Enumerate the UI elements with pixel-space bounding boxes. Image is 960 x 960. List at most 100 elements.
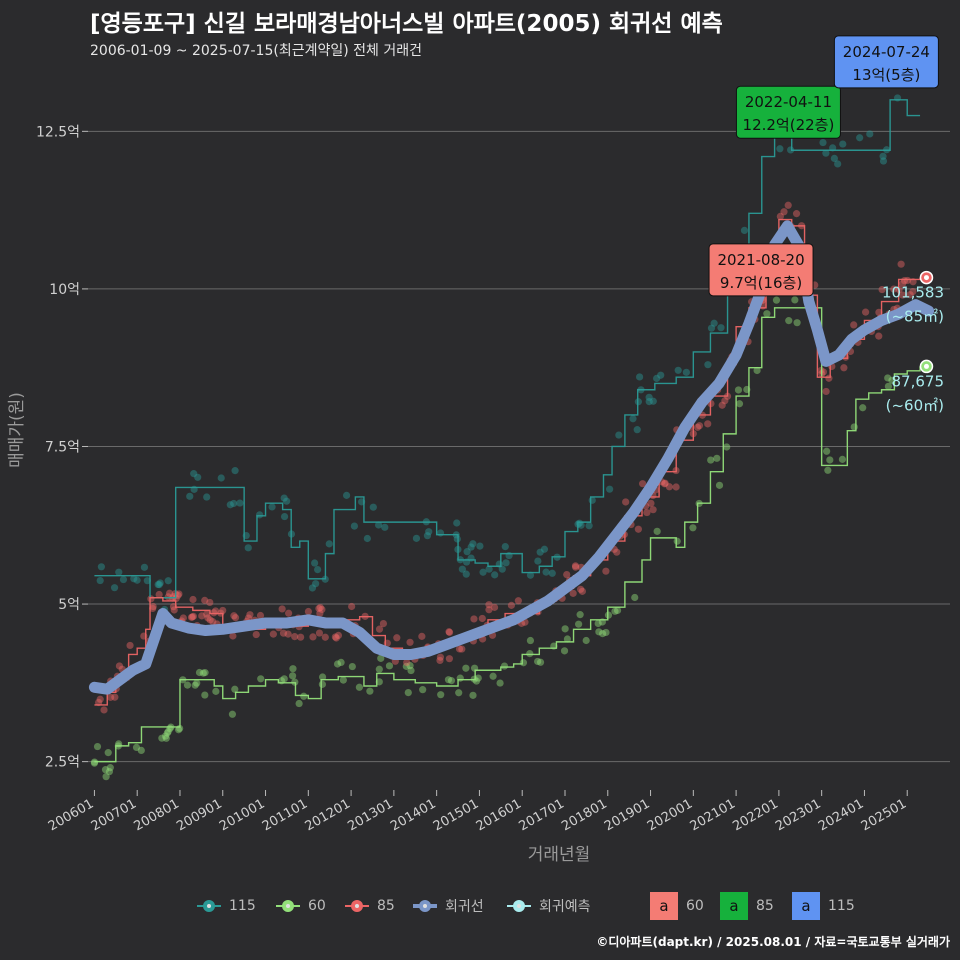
scatter-point <box>104 749 112 757</box>
scatter-point <box>404 689 412 697</box>
scatter-point <box>496 679 504 687</box>
scatter-point <box>332 634 340 642</box>
scatter-point <box>339 676 347 684</box>
scatter-point <box>839 140 847 148</box>
scatter-point <box>453 519 461 527</box>
scatter-point <box>130 575 138 583</box>
scatter-point <box>707 456 715 464</box>
scatter-point <box>115 662 124 670</box>
scatter-point <box>212 687 220 695</box>
scatter-point <box>374 521 383 529</box>
scatter-point <box>278 605 286 613</box>
scatter-point <box>604 611 613 619</box>
scatter-point <box>231 614 240 622</box>
scatter-point <box>489 672 497 680</box>
scatter-point <box>132 743 141 751</box>
scatter-point <box>280 675 288 683</box>
scatter-point <box>884 374 892 382</box>
scatter-point <box>665 483 673 491</box>
scatter-point <box>201 596 209 604</box>
scatter-point <box>174 726 183 734</box>
scatter-point <box>284 630 292 638</box>
legend-key-85 <box>343 892 371 920</box>
scatter-point <box>304 607 313 616</box>
annotation-box <box>735 85 841 139</box>
scatter-point <box>660 480 669 488</box>
x-tick-label: 202001 <box>645 796 695 834</box>
legend-key-regression <box>411 892 439 920</box>
scatter-point <box>423 532 432 540</box>
scatter-point <box>563 635 572 643</box>
scatter-point <box>707 324 716 332</box>
y-axis-title: 매매가(원) <box>7 392 27 468</box>
scatter-point <box>834 160 842 168</box>
scatter-point <box>187 613 196 621</box>
scatter-point <box>318 605 326 614</box>
scatter-point <box>402 662 410 670</box>
scatter-point <box>526 571 535 579</box>
scatter-point <box>444 676 453 684</box>
scatter-point <box>606 485 614 493</box>
legend-label-60: 60 <box>308 898 326 914</box>
scatter-point <box>158 734 166 742</box>
scatter-point <box>211 607 220 615</box>
scatter-point <box>639 480 647 488</box>
scatter-point <box>236 499 244 507</box>
scatter-point <box>366 687 374 695</box>
scatter-point <box>256 611 265 620</box>
scatter-point <box>826 456 834 464</box>
scatter-point <box>403 658 411 667</box>
scatter-point <box>569 589 577 597</box>
scatter-point <box>735 400 744 408</box>
scatter-point <box>195 668 204 677</box>
annotation-box <box>708 243 814 297</box>
scatter-point <box>633 426 641 434</box>
scatter-point <box>106 693 115 701</box>
scatter-point <box>903 276 912 285</box>
legend-key-forecast <box>505 892 533 920</box>
scatter-point <box>850 321 858 329</box>
scatter-point <box>458 565 466 573</box>
annotation-60: 2021-08-20 9.7억(16층) <box>708 243 814 297</box>
scatter-point <box>548 569 556 577</box>
scatter-point <box>209 618 217 626</box>
scatter-point <box>231 685 239 693</box>
scatter-point <box>455 689 463 697</box>
scatter-point <box>715 481 724 489</box>
scatter-115 <box>96 94 902 618</box>
scatter-point <box>385 662 394 670</box>
scatter-point <box>137 746 145 754</box>
scatter-point <box>318 673 327 681</box>
legend-item-115: 115 <box>195 892 256 920</box>
scatter-point <box>526 636 535 645</box>
scatter-point <box>563 570 571 579</box>
scatter-point <box>866 130 874 138</box>
scatter-point <box>447 677 456 685</box>
scatter-point <box>776 212 784 220</box>
scatter-point <box>102 773 110 781</box>
scatter-point <box>571 563 580 571</box>
scatter-point <box>226 501 234 509</box>
scatter-point <box>645 393 653 401</box>
scatter-point <box>785 317 793 325</box>
scatter-point <box>312 580 320 588</box>
scatter-point <box>602 567 610 575</box>
end-label-unit: (~60㎡) <box>886 396 944 414</box>
scatter-point <box>526 650 534 658</box>
scatter-point <box>115 568 123 576</box>
legend-item-85: 85 <box>343 892 395 920</box>
x-tick-label: 201601 <box>474 796 524 834</box>
scatter-point <box>183 681 192 689</box>
scatter-point <box>474 674 482 682</box>
scatter-point <box>111 693 119 701</box>
end-label-value: 101,583 <box>882 284 944 302</box>
scatter-point <box>909 287 917 296</box>
scatter-point <box>156 579 164 587</box>
scatter-point <box>355 683 363 691</box>
scatter-point <box>704 361 712 369</box>
scatter-point <box>230 612 238 620</box>
scatter-point <box>536 548 544 556</box>
scatter-point <box>342 491 351 499</box>
scatter-point <box>823 447 831 455</box>
scatter-point <box>201 669 209 677</box>
